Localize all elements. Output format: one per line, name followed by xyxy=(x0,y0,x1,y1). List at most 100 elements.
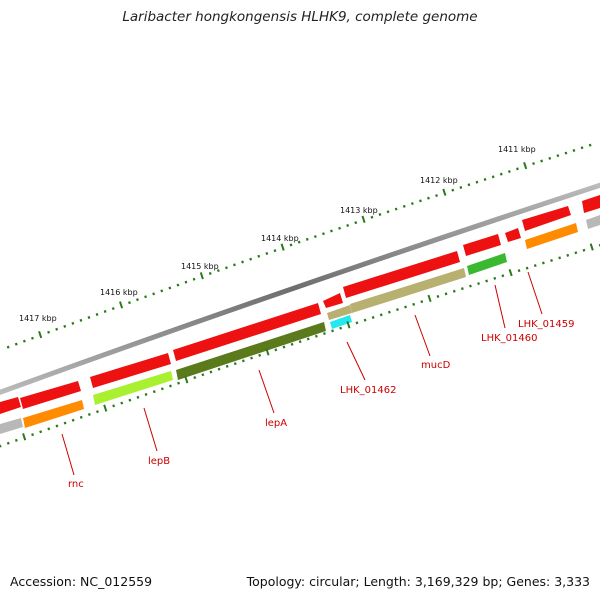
ruler-major-tick xyxy=(280,243,285,251)
ruler-minor-tick xyxy=(201,373,205,377)
ruler-minor-tick xyxy=(355,321,359,325)
ruler-minor-tick xyxy=(63,324,67,328)
ruler-minor-tick xyxy=(112,404,116,408)
ruler-minor-tick xyxy=(216,269,220,273)
ruler-minor-tick xyxy=(169,384,172,388)
ruler-major-tick xyxy=(38,330,43,339)
cds-feature xyxy=(582,195,600,213)
genome-backbone xyxy=(0,182,600,396)
ruler-major-tick xyxy=(427,294,432,303)
ruler-minor-tick xyxy=(55,327,59,331)
feature-grey xyxy=(586,215,600,229)
gene-label-rnc: rnc xyxy=(68,479,84,490)
ruler-minor-tick xyxy=(533,264,537,268)
ruler-minor-tick xyxy=(14,438,18,442)
ruler-minor-tick xyxy=(152,292,156,296)
ruler-minor-tick xyxy=(532,162,535,166)
cds-forward-track xyxy=(0,195,600,414)
cds-feature xyxy=(522,206,571,231)
ruler-minor-tick xyxy=(459,185,463,189)
ruler-minor-tick xyxy=(598,243,600,247)
leader-line xyxy=(414,314,431,357)
ruler-minor-tick xyxy=(314,334,318,338)
cds-feature xyxy=(173,303,321,361)
ruler-major-tick xyxy=(22,433,27,441)
cds-feature xyxy=(463,234,501,256)
ruler-minor-tick xyxy=(469,284,472,288)
ruler-minor-tick xyxy=(120,401,124,405)
ruler-minor-tick xyxy=(47,330,50,334)
leader-line xyxy=(494,284,506,329)
ruler-minor-tick xyxy=(177,381,180,385)
inner-ruler xyxy=(0,243,600,448)
ruler-minor-tick xyxy=(582,248,586,252)
ruler-minor-tick xyxy=(572,148,576,152)
ruler-minor-tick xyxy=(306,337,310,341)
ruler-minor-tick xyxy=(483,177,487,181)
ruler-minor-tick xyxy=(217,367,221,371)
ruler-minor-tick xyxy=(31,336,34,340)
feature-green xyxy=(467,253,507,275)
ruler-minor-tick xyxy=(144,295,147,299)
ruler-minor-tick xyxy=(305,237,309,241)
ruler-minor-tick xyxy=(233,362,237,366)
cds-feature xyxy=(505,228,521,242)
ruler-minor-tick xyxy=(338,226,341,230)
ruler-minor-tick xyxy=(297,240,301,244)
kbp-label: 1416 kbp xyxy=(100,288,138,297)
ruler-major-tick xyxy=(184,376,189,384)
ruler-minor-tick xyxy=(516,167,519,171)
ruler-major-tick xyxy=(265,348,270,356)
ruler-minor-tick xyxy=(193,376,197,380)
feature-olive-light xyxy=(350,268,466,313)
ruler-minor-tick xyxy=(493,276,497,280)
feature-orange xyxy=(23,400,84,428)
ruler-minor-tick xyxy=(588,143,592,147)
ruler-minor-tick xyxy=(225,266,228,270)
ruler-minor-tick xyxy=(339,326,343,330)
ruler-minor-tick xyxy=(435,194,438,198)
leader-line xyxy=(346,341,366,381)
ruler-minor-tick xyxy=(14,342,18,346)
ruler-major-tick xyxy=(508,268,513,277)
ruler-minor-tick xyxy=(136,298,139,302)
ruler-minor-tick xyxy=(241,260,244,264)
ruler-minor-tick xyxy=(550,258,553,262)
ruler-minor-tick xyxy=(233,263,236,267)
ruler-minor-tick xyxy=(323,332,326,336)
ruler-minor-tick xyxy=(79,318,83,322)
ruler-major-tick xyxy=(523,161,528,170)
ruler-minor-tick xyxy=(168,286,172,290)
ruler-minor-tick xyxy=(152,390,156,394)
ruler-minor-tick xyxy=(128,398,132,402)
ruler-minor-tick xyxy=(467,183,471,187)
ruler-minor-tick xyxy=(564,151,568,155)
gene-label-mucd: mucD xyxy=(421,360,451,371)
ruler-minor-tick xyxy=(71,321,75,325)
ruler-minor-tick xyxy=(477,282,480,286)
ruler-minor-tick xyxy=(394,207,398,211)
ruler-minor-tick xyxy=(566,253,570,257)
ruler-major-tick xyxy=(119,301,124,309)
ruler-minor-tick xyxy=(241,359,245,363)
ruler-minor-tick xyxy=(274,348,278,352)
label-leaders xyxy=(61,271,543,476)
feature-orange xyxy=(525,223,578,249)
ruler-minor-tick xyxy=(444,292,448,296)
cds-feature xyxy=(90,353,171,388)
ruler-minor-tick xyxy=(419,199,422,203)
ruler-minor-tick xyxy=(111,307,115,311)
ruler-minor-tick xyxy=(249,257,253,261)
ruler-minor-tick xyxy=(95,312,99,316)
ruler-minor-tick xyxy=(427,196,430,200)
gene-labels: LHK_01459 LHK_01460 mucD LHK_01462 lepA … xyxy=(68,319,574,490)
accession-text: Accession: NC_012559 xyxy=(10,574,153,589)
ruler-minor-tick xyxy=(412,302,416,306)
ruler-minor-tick xyxy=(6,441,10,445)
gene-label-lepa: lepA xyxy=(265,418,287,429)
ruler-minor-tick xyxy=(258,353,262,357)
ruler-minor-tick xyxy=(79,415,83,419)
feature-olive-dark xyxy=(176,322,326,380)
ruler-minor-tick xyxy=(331,329,334,333)
